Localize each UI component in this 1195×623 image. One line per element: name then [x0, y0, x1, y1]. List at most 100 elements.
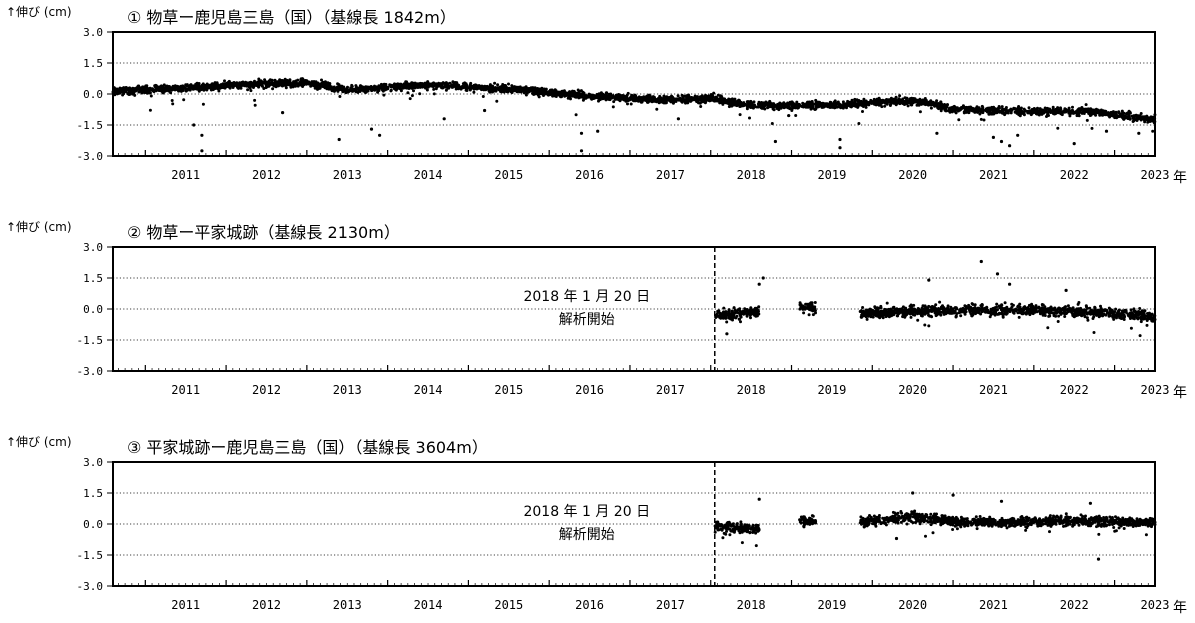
data-point [818, 102, 822, 106]
data-point [762, 102, 766, 106]
data-point [328, 82, 332, 85]
data-point [304, 79, 308, 83]
data-point [376, 90, 380, 94]
data-point [802, 306, 806, 310]
data-point [344, 89, 348, 92]
data-point [348, 88, 352, 92]
data-point [231, 86, 235, 89]
data-point [444, 81, 448, 85]
data-point [821, 101, 825, 105]
x-tick-label: 2015 [494, 168, 523, 182]
data-point [604, 92, 608, 96]
data-point [1090, 126, 1094, 130]
data-point [157, 85, 161, 89]
data-point [973, 110, 977, 114]
data-point [814, 98, 818, 102]
data-point [507, 82, 510, 86]
data-point [592, 97, 596, 100]
data-point [315, 82, 319, 86]
data-point [279, 79, 283, 83]
x-tick-label: 2014 [414, 383, 443, 397]
data-point [378, 133, 382, 137]
data-point [195, 82, 199, 86]
data-point [354, 84, 358, 88]
chart-title: ② 物草ー平家城跡（基線長 2130m） [127, 223, 400, 242]
data-point [511, 87, 515, 91]
data-point [912, 99, 916, 103]
data-point [662, 94, 666, 98]
data-point [981, 111, 985, 115]
data-point [589, 94, 593, 98]
data-point [853, 100, 857, 104]
data-point [1084, 108, 1088, 112]
chart-panel-1: ↑伸び (cm) ① 物草ー鹿児島三島（国）（基線長 1842m）3.01.50.… [6, 5, 1187, 186]
data-point [725, 99, 729, 103]
data-point [260, 80, 264, 84]
annotation-date: 2018 年 1 月 20 日 [523, 289, 650, 305]
data-point [457, 83, 461, 87]
y-tick-label: 3.0 [83, 26, 103, 39]
data-point [246, 88, 250, 92]
data-point [990, 105, 994, 109]
data-point [1063, 315, 1067, 318]
data-point [667, 95, 671, 99]
data-point [884, 99, 887, 103]
data-point [1046, 113, 1050, 117]
data-point [136, 87, 140, 91]
data-point [546, 93, 550, 97]
data-point [703, 98, 707, 102]
data-point [554, 92, 558, 96]
data-point [935, 131, 939, 135]
data-point [807, 313, 811, 317]
data-point [1051, 105, 1055, 109]
data-point [200, 149, 204, 153]
data-point [117, 89, 121, 93]
data-point [1036, 111, 1040, 115]
data-point [732, 98, 735, 102]
data-point [623, 95, 627, 99]
data-point [713, 97, 717, 101]
data-point [611, 105, 615, 109]
data-point [1092, 108, 1096, 112]
data-point [184, 83, 188, 87]
data-point [722, 306, 726, 310]
data-point [845, 106, 848, 110]
data-point [738, 317, 741, 321]
data-point [810, 103, 814, 107]
y-tick-label: 1.5 [83, 57, 103, 70]
data-point [213, 81, 217, 85]
data-point [1146, 120, 1150, 124]
x-tick-label: 2014 [414, 168, 443, 182]
data-point [145, 87, 149, 91]
data-point [1081, 110, 1085, 114]
data-point [619, 94, 623, 98]
data-point [601, 92, 605, 96]
data-point [750, 102, 754, 106]
data-point [567, 91, 571, 95]
data-point [896, 99, 900, 103]
data-point [264, 82, 268, 86]
data-point [976, 110, 980, 114]
data-point [999, 139, 1004, 144]
data-point [850, 98, 854, 102]
data-point [394, 88, 398, 92]
data-point [1071, 105, 1074, 109]
data-point [372, 87, 376, 91]
data-point [571, 90, 575, 94]
x-tick-label: 2011 [171, 168, 200, 182]
data-point [1151, 117, 1155, 121]
data-point [342, 85, 346, 89]
data-point [1066, 304, 1070, 308]
data-point [773, 139, 778, 144]
data-point [285, 78, 289, 82]
data-point [768, 104, 772, 108]
data-point [746, 309, 750, 313]
data-point [171, 102, 175, 106]
data-point [849, 102, 853, 106]
data-point [271, 87, 275, 91]
data-point [963, 107, 967, 111]
data-point [876, 100, 880, 104]
data-point [124, 90, 128, 94]
data-point [843, 103, 847, 107]
